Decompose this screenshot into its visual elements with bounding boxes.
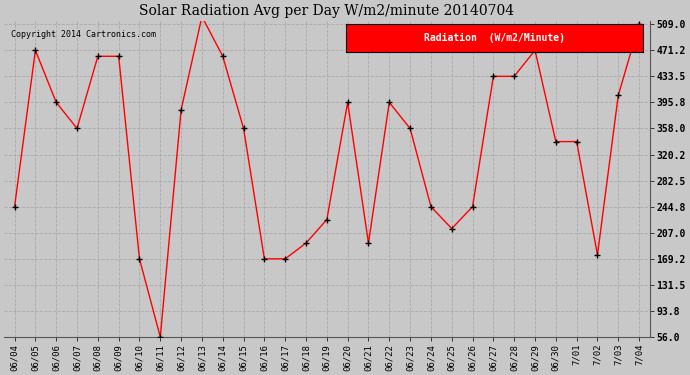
Text: Copyright 2014 Cartronics.com: Copyright 2014 Cartronics.com <box>10 30 156 39</box>
Title: Solar Radiation Avg per Day W/m2/minute 20140704: Solar Radiation Avg per Day W/m2/minute … <box>139 4 515 18</box>
